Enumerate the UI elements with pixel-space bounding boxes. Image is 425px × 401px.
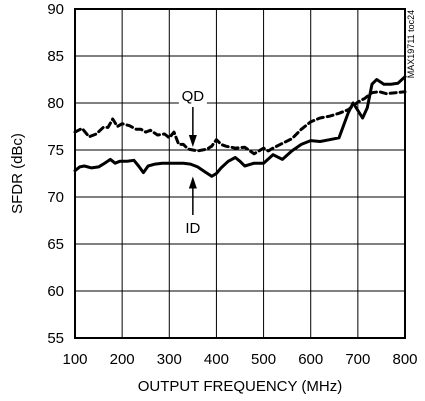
y-tick-label: 65 (47, 236, 64, 253)
grid-lines (75, 9, 405, 338)
annotation-arrow-head (188, 176, 197, 189)
annotation-label-id: ID (185, 220, 200, 237)
series-line-id (73, 75, 407, 178)
annotation-label-qd: QD (182, 88, 205, 105)
y-tick-label: 85 (47, 48, 64, 65)
x-tick-label: 400 (204, 351, 229, 368)
annotations: QD ID (178, 86, 207, 237)
plot-frame (74, 8, 406, 339)
chart-watermark: MAX19711 toc24 (406, 10, 416, 78)
y-tick-label: 75 (47, 142, 64, 159)
x-tick-label: 700 (345, 351, 370, 368)
y-tick-label: 80 (47, 95, 64, 112)
x-tick-label: 100 (62, 351, 87, 368)
tick-labels: 100 200 300 400 500 600 700 800 55 60 65 70 75 80 85 90 (47, 1, 417, 368)
x-tick-label: 200 (110, 351, 135, 368)
series-lines (73, 75, 407, 178)
annotation-label-bg (178, 218, 207, 237)
annotation-label-bg (178, 86, 207, 105)
y-tick-label: 60 (47, 283, 64, 300)
x-tick-label: 500 (251, 351, 276, 368)
y-tick-label: 70 (47, 189, 64, 206)
y-axis-label: SFDR (dBc) (9, 133, 26, 214)
series-line-qd (73, 90, 407, 156)
x-tick-label: 600 (298, 351, 323, 368)
x-axis-label: OUTPUT FREQUENCY (MHz) (138, 378, 342, 395)
y-tick-label: 90 (47, 1, 64, 18)
y-tick-label: 55 (47, 330, 64, 347)
x-tick-label: 300 (157, 351, 182, 368)
annotation-arrow-head (188, 135, 197, 147)
x-tick-label: 800 (392, 351, 417, 368)
